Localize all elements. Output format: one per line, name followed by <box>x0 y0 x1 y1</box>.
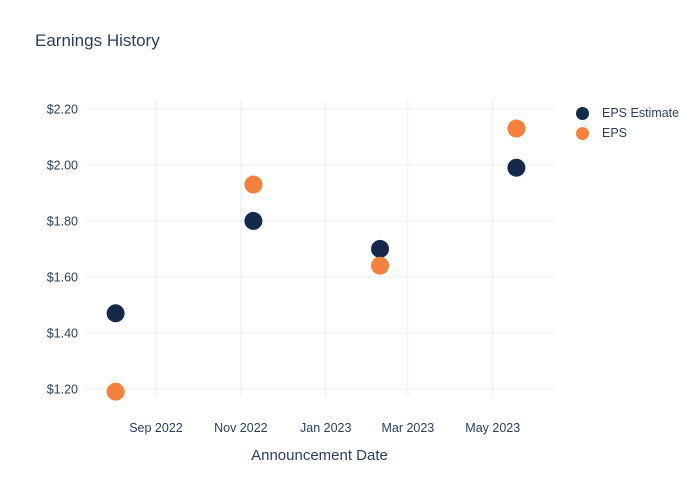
y-tick-label: $1.80 <box>47 214 78 228</box>
y-tick-label: $2.20 <box>47 102 78 116</box>
x-tick-label: May 2023 <box>465 421 520 435</box>
legend-item-eps-estimate[interactable]: EPS Estimate <box>576 103 679 123</box>
y-tick-label: $1.20 <box>47 382 78 396</box>
x-tick-label: Sep 2022 <box>129 421 183 435</box>
y-tick-label: $1.60 <box>47 270 78 284</box>
legend-marker-eps-estimate-icon <box>576 106 589 120</box>
data-point-eps-estimate[interactable] <box>371 239 390 258</box>
chart-title: Earnings History <box>35 31 160 50</box>
legend-label: EPS Estimate <box>602 106 680 120</box>
y-tick-label: $2.00 <box>47 158 78 172</box>
legend-item-eps[interactable]: EPS <box>576 123 679 143</box>
data-point-eps[interactable] <box>371 256 390 275</box>
x-axis-title: Announcement Date <box>251 447 388 464</box>
x-tick-label: Jan 2023 <box>300 421 351 435</box>
x-tick-label: Nov 2022 <box>214 421 268 435</box>
y-tick-label: $1.40 <box>47 326 78 340</box>
data-point-eps[interactable] <box>244 175 263 194</box>
data-point-eps-estimate[interactable] <box>244 211 263 230</box>
x-tick-label: Mar 2023 <box>381 421 434 435</box>
legend-label: EPS <box>602 126 628 140</box>
legend: EPS Estimate EPS <box>576 103 679 143</box>
legend-marker-eps-icon <box>576 126 589 140</box>
data-point-eps-estimate[interactable] <box>106 304 125 323</box>
data-point-eps[interactable] <box>507 119 526 138</box>
data-point-eps[interactable] <box>106 382 125 401</box>
data-point-eps-estimate[interactable] <box>507 158 526 177</box>
